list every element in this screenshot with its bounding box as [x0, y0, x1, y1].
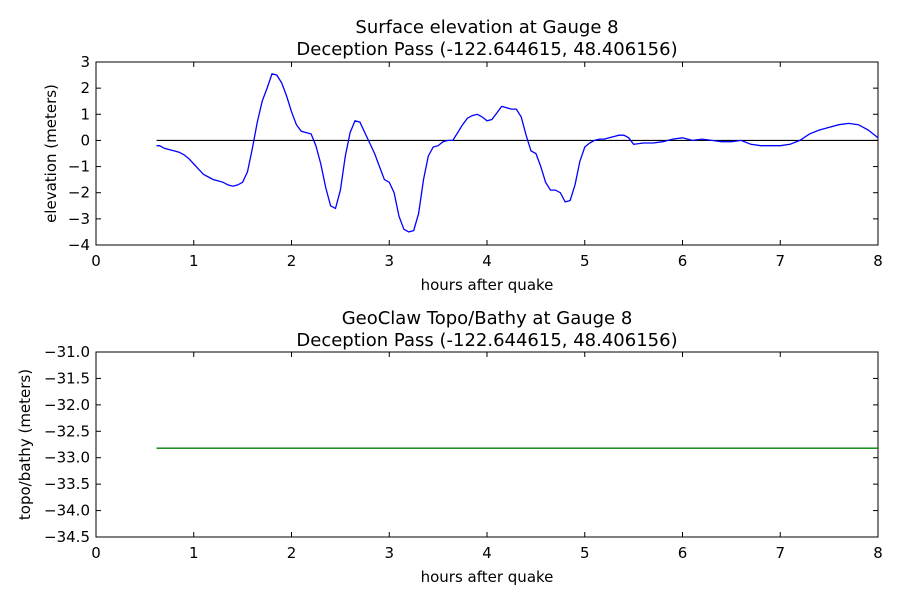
x-tick-label: 5	[580, 544, 590, 562]
plot-area	[95, 351, 879, 538]
elevation-line	[156, 73, 879, 233]
x-ticks: 0 1 2 3 4 5 6 7 8	[91, 62, 883, 270]
x-axis-label: hours after quake	[421, 568, 554, 586]
x-tick-label: 4	[482, 544, 492, 562]
x-ticks: 0 1 2 3 4 5 6 7 8	[91, 352, 883, 562]
y-tick-label: −34.5	[44, 528, 90, 546]
x-axis-label: hours after quake	[421, 276, 554, 294]
x-tick-label: 1	[189, 252, 199, 270]
x-tick-label: 5	[580, 252, 590, 270]
x-tick-label: 8	[873, 544, 883, 562]
y-tick-label: −33.5	[44, 475, 90, 493]
y-tick-label: 2	[80, 79, 90, 97]
y-tick-label: −33.0	[44, 449, 90, 467]
x-tick-label: 3	[384, 544, 394, 562]
y-tick-label: 1	[80, 105, 90, 123]
y-axis-label: topo/bathy (meters)	[16, 369, 34, 520]
x-tick-label: 2	[287, 252, 297, 270]
x-tick-label: 0	[91, 544, 101, 562]
x-tick-label: 3	[384, 252, 394, 270]
y-tick-label: −4	[68, 236, 90, 254]
chart-topo-bathy: GeoClaw Topo/Bathy at Gauge 8 Deception …	[16, 308, 883, 586]
y-tick-label: −32.5	[44, 422, 90, 440]
plot-area	[95, 61, 879, 246]
chart-subtitle: Deception Pass (-122.644615, 48.406156)	[296, 330, 677, 351]
chart-elevation: Surface elevation at Gauge 8 Deception P…	[42, 17, 883, 294]
y-tick-label: −2	[68, 184, 90, 202]
x-tick-label: 2	[287, 544, 297, 562]
x-tick-label: 8	[873, 252, 883, 270]
y-tick-label: 3	[80, 53, 90, 71]
x-tick-label: 4	[482, 252, 492, 270]
y-tick-label: −32.0	[44, 396, 90, 414]
y-tick-label: −3	[68, 210, 90, 228]
y-axis-label: elevation (meters)	[42, 84, 60, 223]
y-ticks: −31.0 −31.5 −32.0 −32.5 −33.0 −33.5 −34.0 −34.5	[44, 343, 878, 546]
x-tick-label: 6	[678, 544, 688, 562]
x-tick-label: 1	[189, 544, 199, 562]
x-tick-label: 0	[91, 252, 101, 270]
chart-subtitle: Deception Pass (-122.644615, 48.406156)	[296, 39, 677, 60]
y-tick-label: −34.0	[44, 502, 90, 520]
y-tick-label: −1	[68, 158, 90, 176]
x-tick-label: 7	[775, 252, 785, 270]
chart-title: GeoClaw Topo/Bathy at Gauge 8	[342, 308, 633, 329]
y-tick-label: −31.5	[44, 369, 90, 387]
y-tick-label: 0	[80, 131, 90, 149]
x-tick-label: 6	[678, 252, 688, 270]
y-ticks: 3 2 1 0 −1 −2 −3 −4	[68, 53, 878, 254]
chart-title: Surface elevation at Gauge 8	[355, 17, 618, 38]
x-tick-label: 7	[775, 544, 785, 562]
y-tick-label: −31.0	[44, 343, 90, 361]
